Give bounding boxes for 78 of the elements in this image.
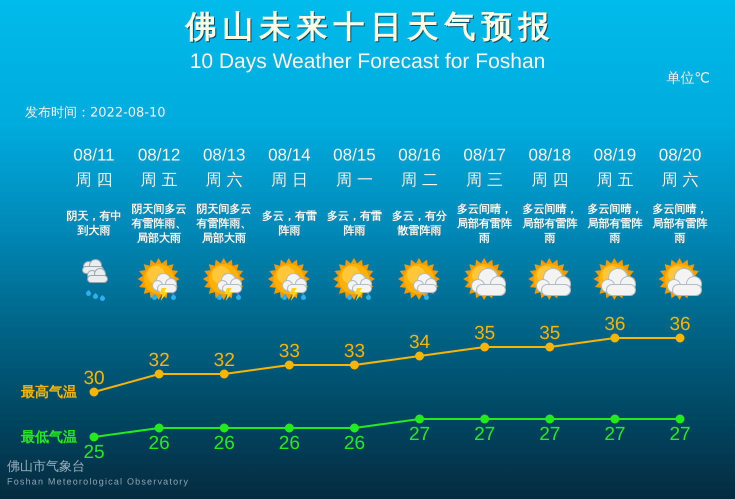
data-label: 26	[344, 433, 366, 454]
data-label: 25	[83, 442, 105, 464]
point	[284, 360, 294, 370]
data-label: 33	[278, 341, 300, 362]
text: 多云间晴，局部有雷阵雨	[456, 202, 512, 244]
point	[220, 370, 229, 378]
point	[350, 360, 359, 370]
text: 阴天，有中到大雨	[66, 210, 122, 238]
text: 周一	[336, 170, 378, 190]
point	[154, 370, 164, 378]
point	[610, 334, 620, 342]
text: 阴天间多云有雷阵雨、局部大雨	[130, 202, 187, 244]
data-label: 36	[669, 314, 691, 336]
point	[90, 388, 98, 396]
text: 多云间晴，局部有雷阵雨	[521, 202, 578, 244]
x-tick-label: 08/15	[333, 146, 376, 165]
data-label: 35	[474, 323, 496, 344]
data-label: 26	[278, 433, 300, 454]
point	[480, 414, 490, 424]
point	[480, 342, 490, 352]
text: 周四	[531, 170, 574, 190]
text: 阴天间多云有雷阵雨、局部大雨	[196, 202, 252, 244]
data-label: 27	[539, 424, 560, 446]
data-label: 27	[604, 424, 626, 446]
text: 发布时间：2022-08-10	[25, 105, 166, 120]
point	[545, 342, 554, 352]
series-label: 最低气温	[20, 430, 77, 446]
point	[90, 432, 98, 442]
chart-subtitle: 10 Days Weather Forecast for Foshan	[190, 50, 546, 73]
data-label: 35	[539, 323, 560, 344]
text: 多云，有雷阵雨	[326, 210, 382, 238]
point	[676, 414, 684, 424]
point	[676, 334, 684, 342]
point	[350, 424, 359, 432]
text: 周日	[270, 170, 313, 190]
data-label: 26	[148, 433, 170, 454]
text: 周三	[466, 170, 508, 190]
data-label: 27	[669, 424, 691, 446]
x-tick-label: 08/13	[202, 146, 246, 165]
text: 周四	[76, 170, 118, 190]
text: 多云，有雷阵雨	[262, 210, 317, 238]
point	[415, 352, 424, 360]
point	[284, 424, 294, 432]
x-tick-label: 08/12	[138, 146, 180, 165]
x-tick-label: 08/14	[268, 146, 311, 165]
text: 周五	[596, 170, 638, 190]
data-label: 30	[83, 368, 105, 390]
text: 周六	[662, 170, 704, 190]
chart-title: 佛山未来十日天气预报	[184, 9, 556, 46]
data-label: 27	[474, 424, 496, 446]
data-label: 32	[148, 350, 170, 372]
point	[154, 424, 164, 432]
data-label: 27	[408, 424, 430, 446]
x-tick-label: 08/19	[594, 146, 636, 165]
data-label: 26	[214, 433, 235, 454]
text: 多云，有分散雷阵雨	[392, 210, 448, 238]
data-label: 32	[214, 350, 235, 372]
data-label: 33	[344, 341, 366, 362]
point	[415, 414, 424, 424]
point	[545, 414, 554, 424]
x-tick-label: 08/20	[658, 146, 702, 165]
point	[220, 424, 229, 432]
x-tick-label: 08/11	[73, 146, 115, 165]
text: 周五	[140, 170, 183, 190]
text: 佛山市气象台	[7, 459, 85, 474]
text: 多云间晴，局部有雷阵雨	[586, 202, 642, 244]
x-tick-label: 08/18	[528, 146, 572, 165]
x-tick-label: 08/17	[463, 146, 506, 165]
x-tick-label: 08/16	[398, 146, 441, 165]
text: 单位℃	[666, 70, 710, 87]
point	[610, 414, 620, 424]
text: 多云间晴，局部有雷阵雨	[652, 202, 708, 244]
data-label: 36	[604, 314, 626, 336]
data-label: 34	[408, 332, 431, 354]
text: 周二	[401, 170, 444, 190]
text: 周六	[206, 170, 248, 190]
text: Foshan Meteorological Observatory	[7, 476, 190, 486]
series-label: 最高气温	[20, 384, 77, 401]
